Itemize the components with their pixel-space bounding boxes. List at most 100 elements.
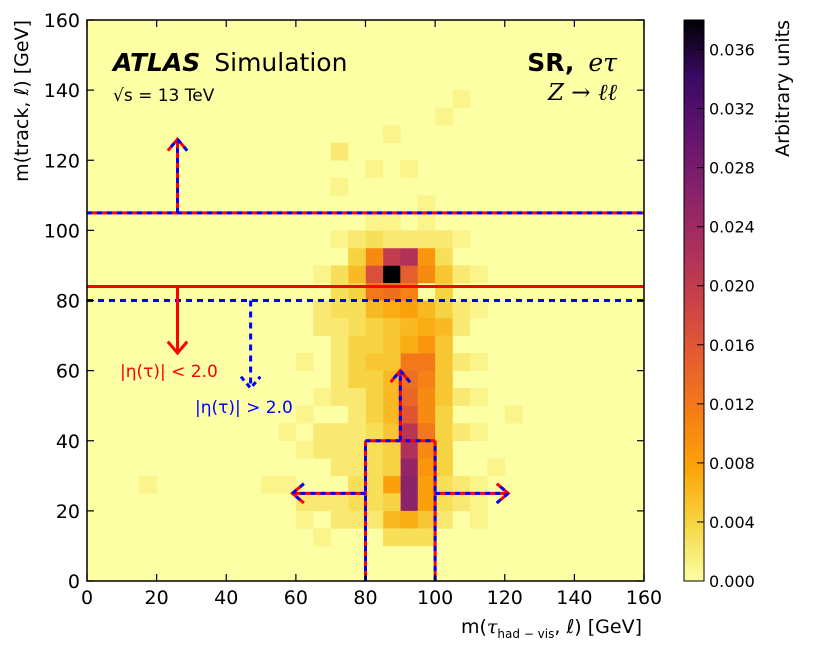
y-tick-label: 160 — [44, 10, 80, 32]
eta-high-label: |η(τ)| > 2.0 — [195, 398, 293, 418]
heatmap-cell — [417, 475, 436, 494]
heatmap-cell — [330, 230, 349, 249]
heatmap-cell — [417, 265, 436, 284]
heatmap-cell — [365, 353, 384, 371]
heatmap-cell — [400, 300, 419, 319]
heatmap-cell — [365, 265, 384, 284]
heatmap-cell — [400, 318, 419, 336]
heatmap-cell — [382, 440, 401, 459]
heatmap-cell — [295, 493, 314, 512]
heatmap-cell — [382, 423, 401, 442]
heatmap-cell — [417, 230, 436, 249]
heatmap-cell — [313, 493, 331, 512]
heatmap-cell — [295, 405, 314, 424]
x-tick-label: 100 — [417, 587, 453, 609]
heatmap-cell — [469, 265, 488, 284]
heatmap-cell — [278, 475, 297, 494]
colorbar-tick-label: 0.008 — [709, 454, 755, 473]
heatmap-cell — [313, 318, 331, 336]
x-tick-label: 140 — [556, 587, 592, 609]
y-tick-label: 60 — [56, 361, 80, 383]
heatmap-cell — [400, 528, 419, 547]
heatmap-cell — [365, 335, 384, 354]
heatmap-cell — [261, 475, 279, 494]
heatmap-cell — [400, 335, 419, 354]
heatmap-cell — [348, 510, 366, 529]
heatmap-cell — [382, 388, 401, 406]
colorbar-tick-label: 0.016 — [709, 336, 755, 355]
heatmap-cell — [295, 353, 314, 371]
heatmap-cell — [382, 458, 401, 477]
heatmap-cell — [330, 265, 349, 284]
heatmap-cell — [435, 458, 453, 477]
heatmap-cell — [313, 300, 331, 319]
heatmap-cell — [469, 510, 488, 529]
heatmap-cell — [435, 493, 453, 512]
arrow-head-blue — [389, 368, 412, 384]
x-tick-label: 120 — [487, 587, 523, 609]
x-tick-label: 0 — [81, 587, 93, 609]
heatmap-cell — [365, 475, 384, 494]
y-tick-label: 40 — [56, 431, 80, 453]
heatmap-cell — [382, 265, 401, 284]
heatmap-cell — [382, 510, 401, 529]
heatmap-cell — [469, 300, 488, 319]
heatmap-cell — [400, 265, 419, 284]
heatmap-cell — [365, 230, 384, 249]
y-tick-label: 20 — [56, 501, 80, 523]
heatmap-cell — [365, 160, 384, 179]
heatmap-cell — [452, 475, 471, 494]
heatmap-cell — [295, 510, 314, 529]
heatmap-cell — [400, 388, 419, 406]
x-axis-ticks: 0 20 40 60 80 100 120 140 160 — [81, 20, 662, 609]
heatmap-cell — [400, 440, 419, 459]
heatmap-cell — [365, 440, 384, 459]
cut-overlay — [87, 136, 644, 581]
heatmap-cell — [348, 335, 366, 354]
heatmap-cell — [469, 475, 488, 494]
y-tick-label: 100 — [44, 220, 80, 242]
heatmap-cell — [330, 493, 349, 512]
heatmap-cell — [400, 353, 419, 371]
heatmap-cell — [435, 475, 453, 494]
heatmap-cell — [469, 353, 488, 371]
arrow-head — [166, 340, 189, 356]
heatmap-cell — [435, 423, 453, 442]
heatmap-cell — [417, 212, 436, 231]
colorbar-tick-label: 0.000 — [709, 572, 755, 591]
x-tick-label: 40 — [214, 587, 238, 609]
heatmap-cell — [452, 265, 471, 284]
heatmap-cell — [417, 335, 436, 354]
heatmap-cell — [435, 405, 453, 424]
heatmap-cell — [330, 142, 349, 161]
heatmap-cell — [382, 528, 401, 547]
heatmap-cell — [417, 440, 436, 459]
heatmap-cell — [348, 458, 366, 477]
heatmap-cell — [435, 265, 453, 284]
heatmap-cell — [417, 318, 436, 336]
colorbar-tick-label: 0.036 — [709, 41, 755, 60]
heatmap-cell — [348, 405, 366, 424]
heatmap-cell — [417, 405, 436, 424]
heatmap-cell — [330, 458, 349, 477]
heatmap-cell — [469, 388, 488, 406]
heatmap-cell — [400, 230, 419, 249]
heatmap-cell — [382, 335, 401, 354]
x-tick-label: 60 — [284, 587, 308, 609]
heatmap-cell — [452, 300, 471, 319]
heatmap-cell — [400, 247, 419, 266]
heatmap-cell — [417, 370, 436, 389]
heatmap-cell — [330, 318, 349, 336]
heatmap-cell — [382, 405, 401, 424]
x-tick-label: 20 — [145, 587, 169, 609]
heatmap-cell — [365, 318, 384, 336]
heatmap-cell — [382, 230, 401, 249]
heatmap-cell — [435, 440, 453, 459]
heatmap-cell — [435, 318, 453, 336]
heatmap-cell — [330, 388, 349, 406]
heatmap-cell — [365, 405, 384, 424]
heatmap-cell — [435, 388, 453, 406]
heatmap-cell — [400, 475, 419, 494]
heatmap-cell — [417, 195, 436, 214]
